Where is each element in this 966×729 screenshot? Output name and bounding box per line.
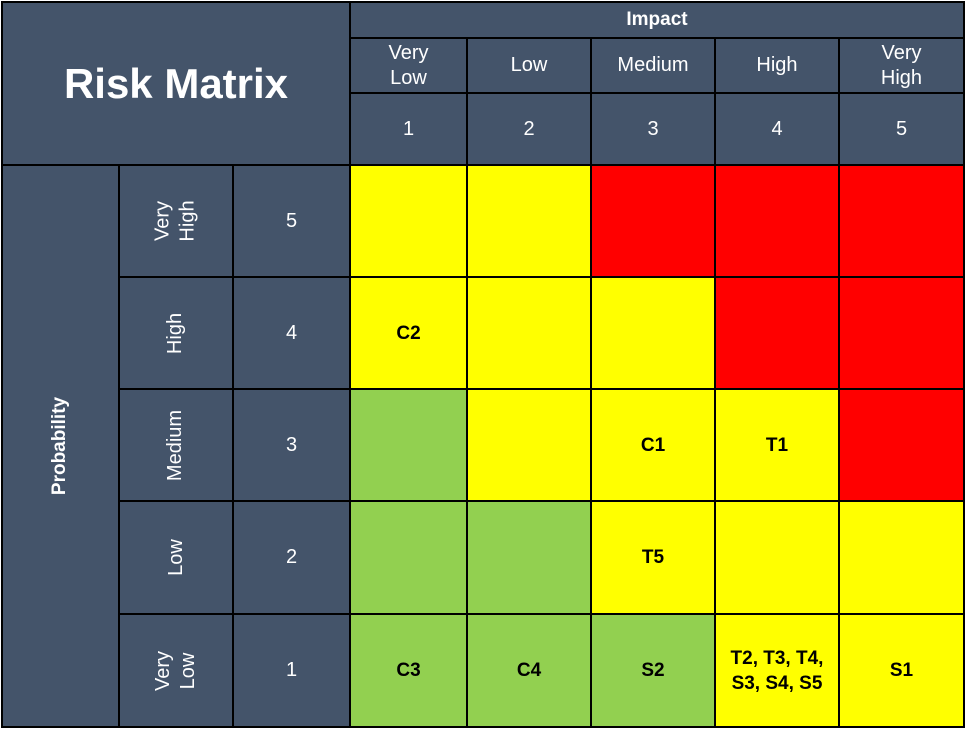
probability-score-4: 4 (233, 277, 350, 389)
risk-cell-p4-i3 (591, 277, 715, 389)
grid-line (349, 2, 351, 727)
risk-cell-p1-i2: C4 (467, 614, 591, 727)
impact-level-5: Very High (839, 38, 964, 93)
grid-line (963, 1, 965, 728)
probability-score-3: 3 (233, 389, 350, 501)
risk-cell-p4-i4 (715, 277, 839, 389)
risk-cell-p2-i3: T5 (591, 501, 715, 614)
grid-line (1, 726, 965, 728)
grid-line (466, 38, 468, 727)
impact-score-3: 3 (591, 93, 715, 165)
impact-score-2: 2 (467, 93, 591, 165)
probability-level-4-text: High (164, 312, 187, 354)
risk-cell-p4-i1: C2 (350, 277, 467, 389)
probability-level-4: High (119, 277, 233, 389)
risk-cell-p2-i5 (839, 501, 964, 614)
probability-level-1-text: Very Low (152, 650, 199, 691)
grid-line (838, 38, 840, 727)
impact-level-1: Very Low (350, 38, 467, 93)
impact-level-2: Low (467, 38, 591, 93)
grid-line (119, 388, 964, 390)
probability-score-5: 5 (233, 165, 350, 277)
probability-score-1: 1 (233, 614, 350, 727)
probability-level-3-text: Medium (164, 409, 187, 481)
grid-line (118, 165, 120, 727)
probability-level-2-text: Low (164, 539, 187, 576)
grid-line (2, 164, 964, 166)
probability-level-5-text: Very High (151, 200, 199, 242)
risk-cell-p4-i2 (467, 277, 591, 389)
risk-cell-p3-i1 (350, 389, 467, 501)
impact-score-4: 4 (715, 93, 839, 165)
grid-line (590, 38, 592, 727)
risk-cell-p5-i3 (591, 165, 715, 277)
risk-cell-p3-i5 (839, 389, 964, 501)
risk-cell-p5-i5 (839, 165, 964, 277)
grid-line (350, 37, 964, 39)
probability-header-text: Probability (49, 396, 71, 496)
risk-cell-p2-i2 (467, 501, 591, 614)
impact-score-1: 1 (350, 93, 467, 165)
risk-cell-p1-i3: S2 (591, 614, 715, 727)
probability-level-3: Medium (119, 389, 233, 501)
risk-cell-p4-i5 (839, 277, 964, 389)
probability-level-2: Low (119, 501, 233, 614)
impact-level-3: Medium (591, 38, 715, 93)
risk-cell-p2-i4 (715, 501, 839, 614)
grid-line (714, 38, 716, 727)
risk-cell-p2-i1 (350, 501, 467, 614)
impact-header: Impact (350, 2, 964, 38)
grid-line (119, 500, 964, 502)
risk-cell-p1-i1: C3 (350, 614, 467, 727)
impact-level-4: High (715, 38, 839, 93)
probability-level-5: Very High (119, 165, 233, 277)
grid-line (350, 92, 964, 94)
page-title: Risk Matrix (2, 2, 350, 165)
risk-cell-p5-i1 (350, 165, 467, 277)
risk-cell-p5-i2 (467, 165, 591, 277)
risk-cell-p5-i4 (715, 165, 839, 277)
probability-level-1: Very Low (119, 614, 233, 727)
risk-cell-p3-i3: C1 (591, 389, 715, 501)
grid-line (119, 276, 964, 278)
grid-line (1, 1, 965, 3)
risk-cell-p3-i4: T1 (715, 389, 839, 501)
grid-line (232, 165, 234, 727)
probability-header: Probability (2, 165, 119, 727)
risk-cell-p3-i2 (467, 389, 591, 501)
risk-cell-p1-i4: T2, T3, T4, S3, S4, S5 (715, 614, 839, 727)
grid-line (119, 613, 964, 615)
impact-score-5: 5 (839, 93, 964, 165)
probability-score-2: 2 (233, 501, 350, 614)
risk-cell-p1-i5: S1 (839, 614, 964, 727)
grid-line (1, 1, 3, 728)
